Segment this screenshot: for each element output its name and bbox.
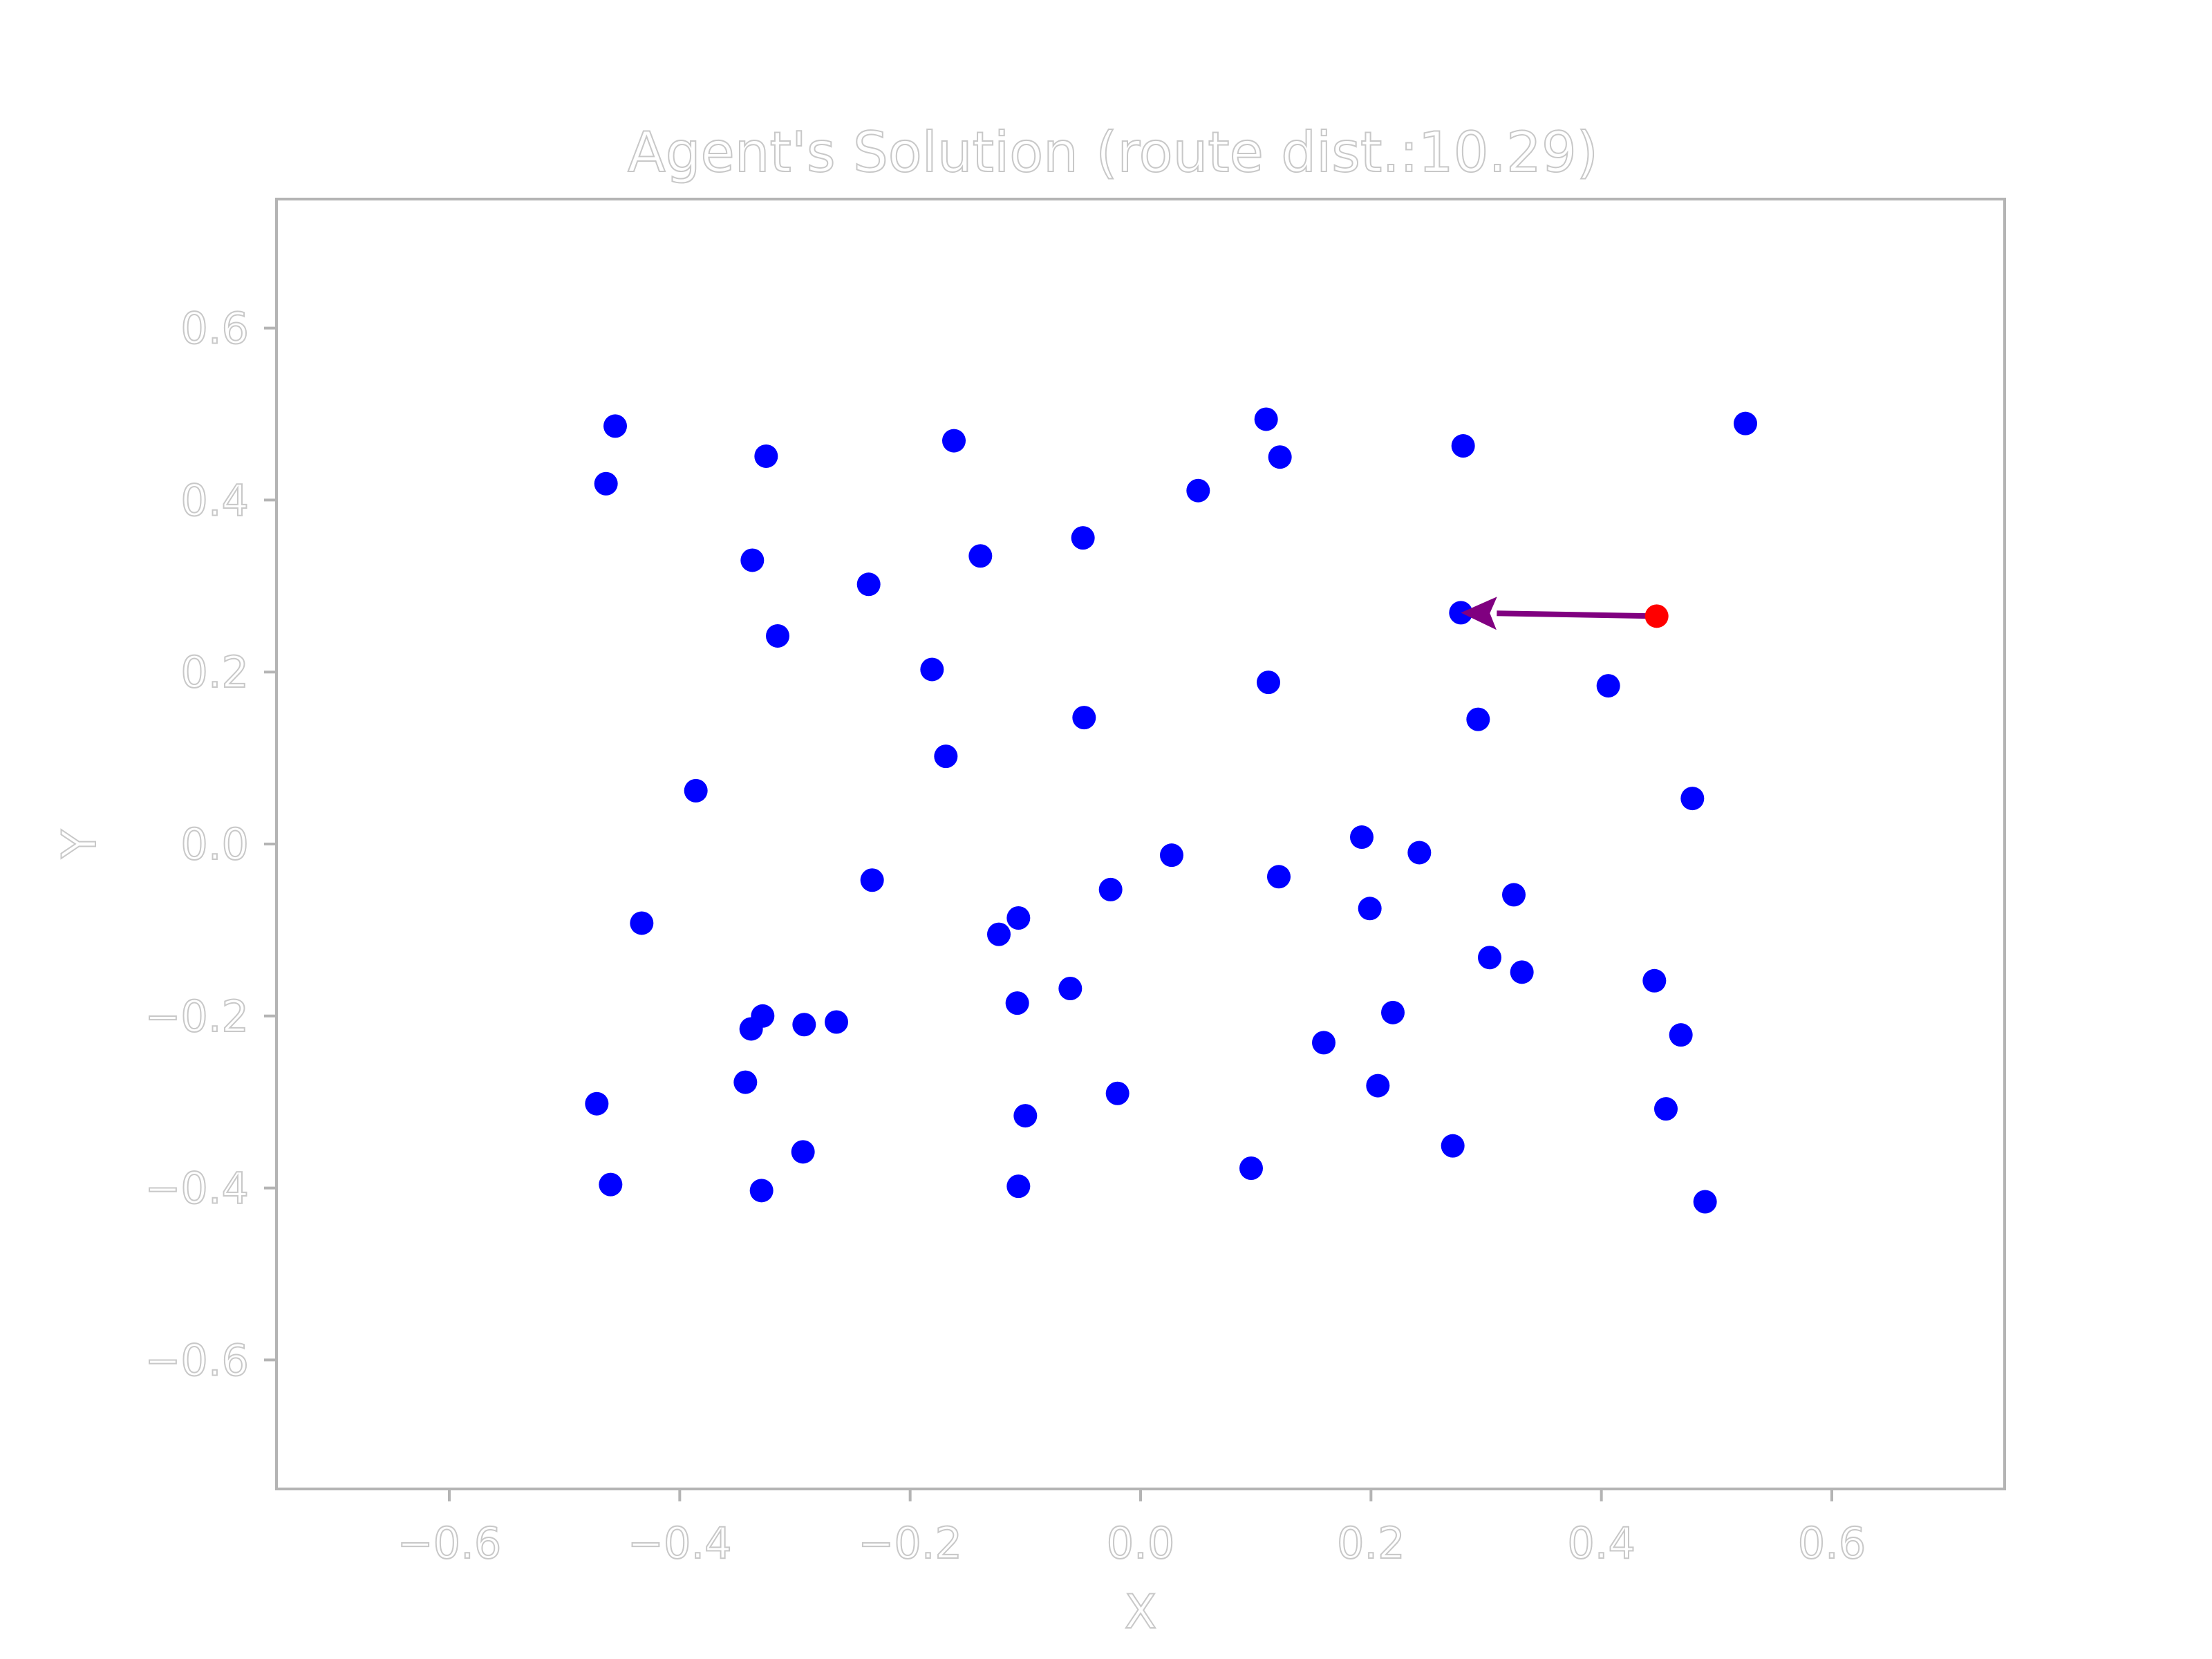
y-tick-label: 0.2 [180, 647, 249, 697]
city-point [684, 778, 708, 803]
start-point [1644, 604, 1669, 628]
city-point [825, 1010, 848, 1034]
city-point [1478, 946, 1501, 970]
city-point [942, 429, 966, 453]
city-point [1239, 1156, 1263, 1180]
city-point [1680, 787, 1705, 811]
city-point [1366, 1074, 1390, 1098]
x-tick-label: −0.2 [858, 1518, 962, 1568]
city-point [749, 1179, 774, 1203]
city-point [1006, 1174, 1031, 1199]
city-point [987, 922, 1011, 946]
city-point [1693, 1190, 1717, 1214]
points-layer [585, 407, 1757, 1214]
x-tick-label: 0.4 [1567, 1518, 1635, 1568]
city-point [1669, 1023, 1693, 1047]
city-point [1071, 526, 1095, 550]
city-point [1358, 897, 1382, 921]
city-point [856, 572, 881, 597]
city-point [968, 544, 993, 568]
x-tick-label: −0.6 [397, 1518, 502, 1568]
route-segment [1497, 610, 1657, 619]
y-tick-label: −0.6 [144, 1335, 249, 1385]
city-point [594, 471, 618, 496]
city-point [733, 1070, 758, 1094]
x-tick-label: 0.6 [1798, 1518, 1866, 1568]
y-ticks: −0.6 −0.4 −0.2 0.0 0.2 0.4 0.6 [144, 303, 276, 1386]
city-point [1186, 478, 1210, 503]
city-point [920, 657, 944, 682]
y-tick-label: 0.4 [180, 475, 249, 525]
city-point [1381, 1000, 1405, 1024]
city-point [1105, 1081, 1130, 1105]
y-axis-label: Y [53, 830, 107, 859]
city-point [1734, 411, 1757, 435]
city-point [1267, 865, 1291, 889]
city-point [1407, 841, 1432, 865]
y-tick-label: 0.6 [180, 303, 249, 354]
chart-title: Agent's Solution (route dist.:10.29) [628, 120, 1598, 185]
city-point [1072, 706, 1096, 730]
city-point [1268, 445, 1292, 469]
city-point [860, 868, 884, 892]
x-tick-label: −0.4 [628, 1518, 732, 1568]
route-arrowhead [1461, 597, 1497, 630]
city-point [1006, 906, 1031, 930]
city-point [1596, 674, 1620, 698]
x-ticks: −0.6 −0.4 −0.2 0.0 0.2 0.4 0.6 [397, 1489, 1866, 1569]
city-point [1441, 1134, 1465, 1158]
city-point [792, 1013, 816, 1037]
city-point [740, 548, 765, 572]
city-point [1654, 1097, 1678, 1121]
city-point [630, 911, 654, 935]
city-point [1466, 707, 1490, 731]
x-axis-label: X [1125, 1585, 1157, 1640]
city-point [1502, 883, 1526, 907]
city-point [1005, 991, 1029, 1015]
y-tick-label: 0.0 [180, 819, 249, 870]
city-point [1510, 960, 1534, 984]
y-tick-label: −0.2 [144, 991, 249, 1042]
x-tick-label: 0.0 [1107, 1518, 1175, 1568]
city-point [585, 1091, 609, 1116]
city-point [1013, 1104, 1038, 1128]
city-point [1098, 877, 1123, 901]
city-point [1254, 407, 1278, 431]
city-point [754, 444, 778, 468]
city-point [603, 414, 627, 438]
city-point [1058, 976, 1082, 1000]
city-point [751, 1004, 775, 1028]
city-point [1257, 671, 1280, 695]
route-layer [1461, 597, 1669, 630]
city-point [934, 744, 958, 769]
y-tick-label: −0.4 [144, 1163, 249, 1214]
city-point [1642, 968, 1667, 993]
city-point [599, 1172, 623, 1197]
city-point [1451, 434, 1475, 458]
city-point [1350, 825, 1374, 850]
city-point [766, 624, 789, 648]
plot-frame [275, 198, 2006, 1490]
city-point [791, 1140, 815, 1164]
x-tick-label: 0.2 [1337, 1518, 1405, 1568]
city-point [1312, 1031, 1335, 1055]
city-point [1160, 843, 1183, 868]
